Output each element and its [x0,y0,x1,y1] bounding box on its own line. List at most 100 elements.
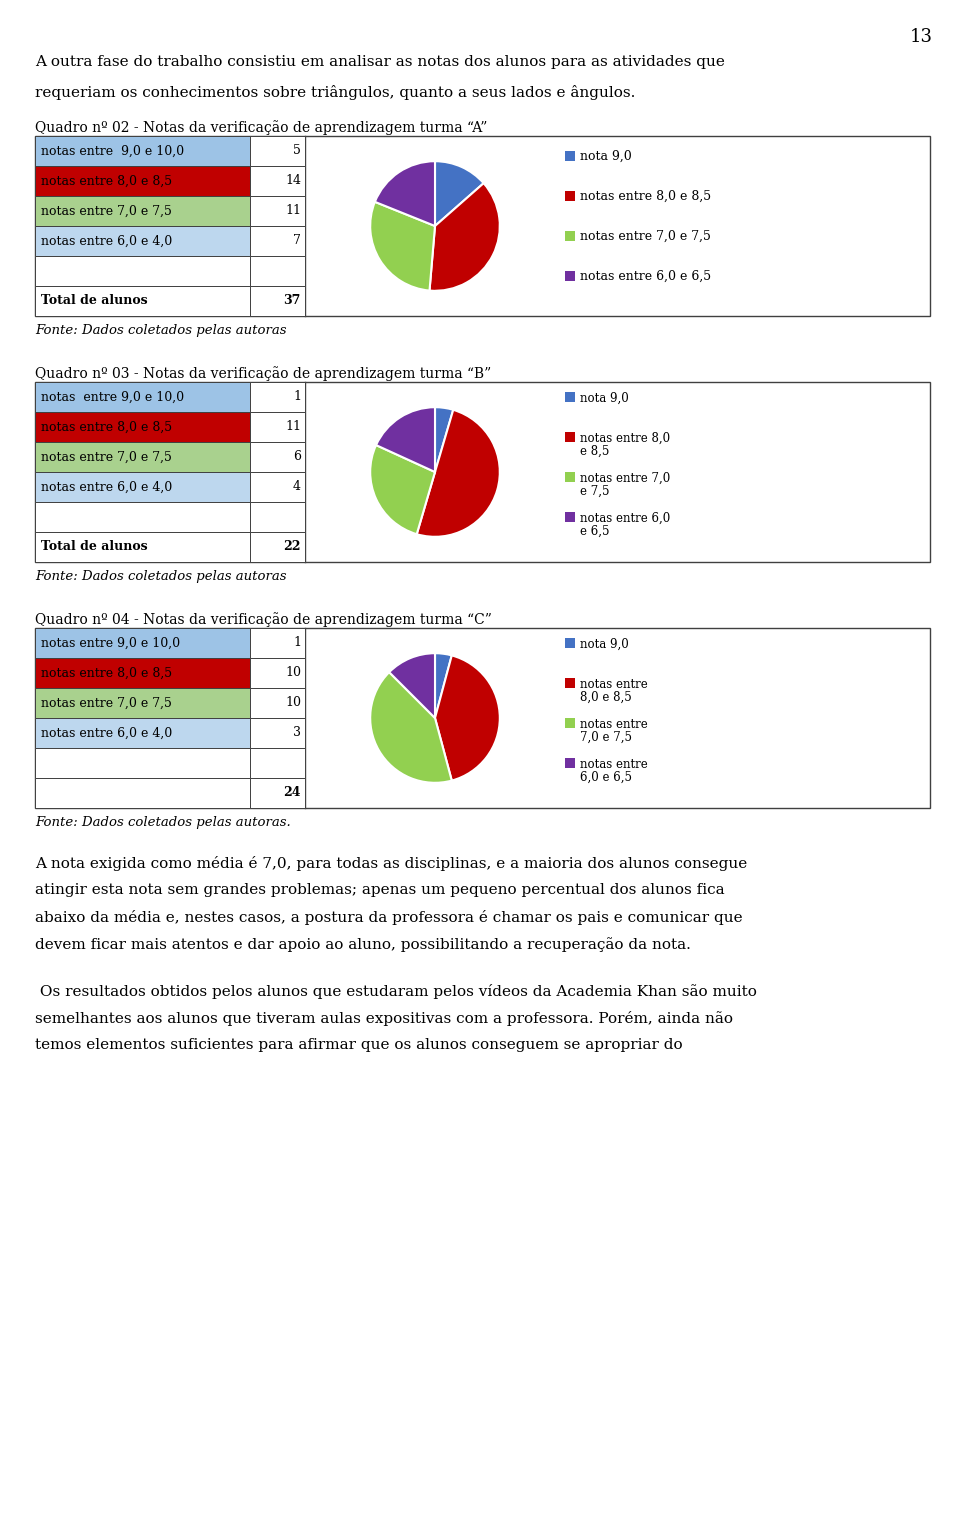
Bar [565,151,575,160]
Text: Total de alunos: Total de alunos [41,541,148,553]
Text: notas entre 6,0 e 6,5: notas entre 6,0 e 6,5 [580,269,711,283]
Text: requeriam os conhecimentos sobre triângulos, quanto a seus lados e ângulos.: requeriam os conhecimentos sobre triângu… [35,86,636,99]
Bar [565,231,575,241]
Text: 1: 1 [293,391,301,403]
Text: notas entre 8,0: notas entre 8,0 [580,432,670,445]
Text: nota 9,0: nota 9,0 [580,639,629,651]
Bar [250,532,305,562]
Text: 7,0 e 7,5: 7,0 e 7,5 [580,730,632,744]
Text: 1: 1 [293,637,301,649]
Text: A nota exigida como média é 7,0, para todas as disciplinas, e a maioria dos alun: A nota exigida como média é 7,0, para to… [35,856,747,871]
Bar [35,659,250,688]
Bar [35,382,930,562]
Text: 11: 11 [285,205,301,217]
Text: notas entre 7,0 e 7,5: notas entre 7,0 e 7,5 [41,451,172,463]
Text: notas entre 7,0 e 7,5: notas entre 7,0 e 7,5 [41,697,172,709]
Text: notas entre: notas entre [580,718,648,730]
Bar [250,659,305,688]
Text: nota 9,0: nota 9,0 [580,150,632,162]
Bar [35,442,250,472]
Text: Quadro nº 04 - Notas da verificação de aprendizagem turma “C”: Quadro nº 04 - Notas da verificação de a… [35,613,492,626]
Bar [565,270,575,281]
Bar [35,749,250,778]
Text: A outra fase do trabalho consistiu em analisar as notas dos alunos para as ativi: A outra fase do trabalho consistiu em an… [35,55,725,69]
Bar [565,639,575,648]
Text: 6,0 e 6,5: 6,0 e 6,5 [580,772,632,784]
Text: 5: 5 [293,145,301,157]
Text: notas entre 9,0 e 10,0: notas entre 9,0 e 10,0 [41,637,180,649]
Bar [35,503,250,532]
Text: notas entre 6,0 e 4,0: notas entre 6,0 e 4,0 [41,726,172,740]
Text: Os resultados obtidos pelos alunos que estudaram pelos vídeos da Academia Khan s: Os resultados obtidos pelos alunos que e… [35,984,756,999]
Bar [35,196,250,226]
Bar [35,472,250,503]
Text: atingir esta nota sem grandes problemas; apenas um pequeno percentual dos alunos: atingir esta nota sem grandes problemas;… [35,883,725,897]
Bar [565,718,575,727]
Text: e 8,5: e 8,5 [580,445,610,458]
Bar [35,413,250,442]
Text: Quadro nº 03 - Notas da verificação de aprendizagem turma “B”: Quadro nº 03 - Notas da verificação de a… [35,367,492,380]
Text: notas entre 6,0 e 4,0: notas entre 6,0 e 4,0 [41,234,172,248]
Wedge shape [371,202,435,290]
Bar [35,718,250,749]
Wedge shape [435,656,500,781]
Wedge shape [429,183,500,290]
Wedge shape [371,445,435,535]
Bar [250,257,305,286]
Bar [35,628,930,808]
Text: e 6,5: e 6,5 [580,526,610,538]
Text: 10: 10 [285,697,301,709]
Wedge shape [435,652,452,718]
Bar [565,512,575,523]
Wedge shape [376,406,435,472]
Wedge shape [417,410,500,536]
Bar [250,413,305,442]
Bar [35,136,250,167]
Bar [250,382,305,413]
Text: 37: 37 [283,295,301,307]
Text: notas entre  9,0 e 10,0: notas entre 9,0 e 10,0 [41,145,184,157]
Text: semelhantes aos alunos que tiveram aulas expositivas com a professora. Porém, ai: semelhantes aos alunos que tiveram aulas… [35,1012,733,1025]
Bar [35,167,250,196]
Bar [250,136,305,167]
Bar [35,778,250,808]
Text: notas entre 6,0 e 4,0: notas entre 6,0 e 4,0 [41,480,172,494]
Bar [250,442,305,472]
Text: 14: 14 [285,174,301,188]
Bar [250,628,305,659]
Bar [35,382,250,413]
Text: notas entre 8,0 e 8,5: notas entre 8,0 e 8,5 [41,420,172,434]
Text: 24: 24 [283,787,301,799]
Bar [250,167,305,196]
Bar [565,191,575,202]
Text: Fonte: Dados coletados pelas autoras.: Fonte: Dados coletados pelas autoras. [35,816,291,830]
Text: 13: 13 [910,28,933,46]
Bar [250,226,305,257]
Bar [35,226,250,257]
Text: 4: 4 [293,480,301,494]
Text: notas entre 6,0: notas entre 6,0 [580,512,670,526]
Text: notas entre 7,0: notas entre 7,0 [580,472,670,484]
Bar [35,628,250,659]
Text: 6: 6 [293,451,301,463]
Text: notas  entre 9,0 e 10,0: notas entre 9,0 e 10,0 [41,391,184,403]
Wedge shape [374,160,435,226]
Text: notas entre: notas entre [580,678,648,691]
Bar [565,472,575,481]
Bar [250,688,305,718]
Bar [250,472,305,503]
Bar [565,758,575,769]
Bar [250,286,305,316]
Wedge shape [435,160,484,226]
Text: 7: 7 [293,234,301,248]
Bar [35,136,930,316]
Text: 10: 10 [285,666,301,680]
Text: nota 9,0: nota 9,0 [580,393,629,405]
Wedge shape [435,406,453,472]
Bar [35,532,250,562]
Text: notas entre 8,0 e 8,5: notas entre 8,0 e 8,5 [580,189,711,203]
Text: notas entre 7,0 e 7,5: notas entre 7,0 e 7,5 [41,205,172,217]
Bar [565,678,575,688]
Text: e 7,5: e 7,5 [580,484,610,498]
Text: notas entre: notas entre [580,758,648,772]
